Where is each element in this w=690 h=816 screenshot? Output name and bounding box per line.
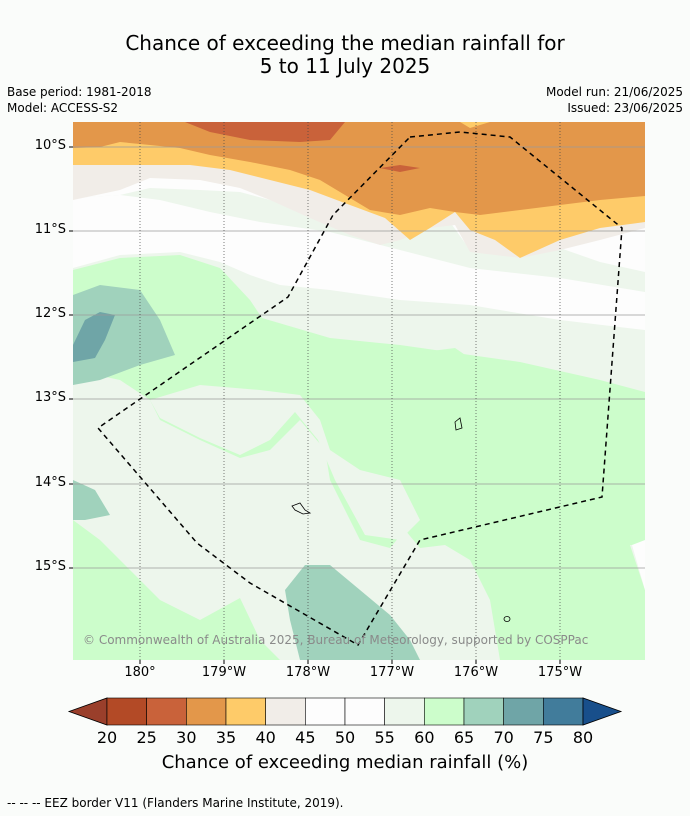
- colorbar-swatch: [146, 697, 187, 726]
- y-tick-label: 12°S: [34, 306, 66, 321]
- gridlines: [73, 146, 645, 569]
- colorbar-swatch: [225, 697, 266, 726]
- colorbar-tick-label: 45: [295, 728, 316, 747]
- contour-35-40-top: [460, 122, 490, 128]
- island-2: [291, 502, 312, 515]
- colorbar-tick-label: 25: [136, 728, 157, 747]
- contour-25-30-b: [380, 165, 420, 172]
- contour-60-65-sw: [73, 520, 280, 660]
- copyright-notice: © Commonwealth of Australia 2025, Bureau…: [83, 633, 589, 647]
- colorbar-tick-label: 40: [255, 728, 276, 747]
- colorbar-tick-label: 30: [176, 728, 197, 747]
- island-3: [503, 616, 511, 622]
- model-run: Model run: 21/06/2025: [545, 85, 683, 99]
- x-ticks: [139, 660, 561, 664]
- colorbar-tick-label: 75: [533, 728, 554, 747]
- colorbar-swatch: [305, 697, 346, 726]
- y-tick-label: 14°S: [34, 475, 66, 490]
- x-tick-label: 180°: [124, 665, 156, 680]
- colorbar-tick-label: 60: [414, 728, 435, 747]
- x-tick-label: 176°W: [453, 665, 499, 680]
- y-tick-label: 10°S: [34, 138, 66, 153]
- title-line-2: 5 to 11 July 2025: [259, 54, 431, 78]
- colorbar-tick-label: 80: [572, 728, 594, 747]
- colorbar-swatch: [344, 697, 385, 726]
- colorbar-swatch: [265, 697, 306, 726]
- chart-title: Chance of exceeding the median rainfall …: [0, 32, 690, 78]
- x-tick-label: 178°W: [285, 665, 331, 680]
- meta-left: Base period: 1981-2018 Model: ACCESS-S2: [7, 84, 152, 116]
- contour-25-30: [185, 122, 345, 142]
- contour-70-75: [73, 312, 115, 362]
- base-period: Base period: 1981-2018: [7, 85, 152, 99]
- contour-50-55-se: [632, 540, 645, 590]
- contour-30-35: [73, 122, 645, 215]
- contour-pocket: [150, 385, 420, 540]
- island-1: [454, 417, 463, 431]
- y-tick-label: 11°S: [34, 222, 66, 237]
- model-name: Model: ACCESS-S2: [7, 101, 119, 115]
- colorbar-swatch: [463, 697, 504, 726]
- contour-60-65-east: [400, 348, 645, 540]
- y-tick-label: 15°S: [34, 559, 66, 574]
- y-tick-label: 13°S: [34, 390, 66, 405]
- colorbar: [67, 697, 623, 726]
- colorbar-under-triangle: [67, 697, 108, 726]
- colorbar-swatch: [384, 697, 425, 726]
- colorbar-swatch: [106, 697, 147, 726]
- contour-65-70-south: [285, 565, 420, 660]
- colorbar-tick-label: 70: [493, 728, 514, 747]
- colorbar-tick-label: 20: [96, 728, 118, 747]
- colorbar-over-triangle: [582, 697, 623, 726]
- contour-60-65: [73, 255, 645, 660]
- x-tick-label: 175°W: [537, 665, 583, 680]
- contour-50-55-band: [73, 195, 645, 330]
- eez-border: [96, 131, 623, 647]
- title-line-1: Chance of exceeding the median rainfall …: [125, 31, 565, 55]
- colorbar-tick-label: 50: [334, 728, 356, 747]
- colorbar-tick-label: 55: [374, 728, 395, 747]
- issued-date: Issued: 23/06/2025: [567, 101, 683, 115]
- eez-footnote: -- -- -- EEZ border V11 (Flanders Marine…: [7, 796, 344, 810]
- x-tick-label: 179°W: [201, 665, 247, 680]
- contour-65-70-west: [73, 285, 175, 385]
- colorbar-swatch: [503, 697, 544, 726]
- colorbar-label: Chance of exceeding median rainfall (%): [161, 752, 529, 773]
- x-tick-label: 177°W: [369, 665, 415, 680]
- colorbar-tick-label: 65: [453, 728, 475, 747]
- colorbar-tick-label: 35: [215, 728, 237, 747]
- colorbar-swatch: [543, 697, 584, 726]
- meta-right: Model run: 21/06/2025 Issued: 23/06/2025: [546, 84, 683, 116]
- colorbar-swatch: [424, 697, 465, 726]
- colorbar-swatch: [186, 697, 227, 726]
- contour-65-70-sw: [73, 480, 110, 520]
- y-ticks: [69, 146, 73, 569]
- rainfall-contours: [73, 122, 645, 660]
